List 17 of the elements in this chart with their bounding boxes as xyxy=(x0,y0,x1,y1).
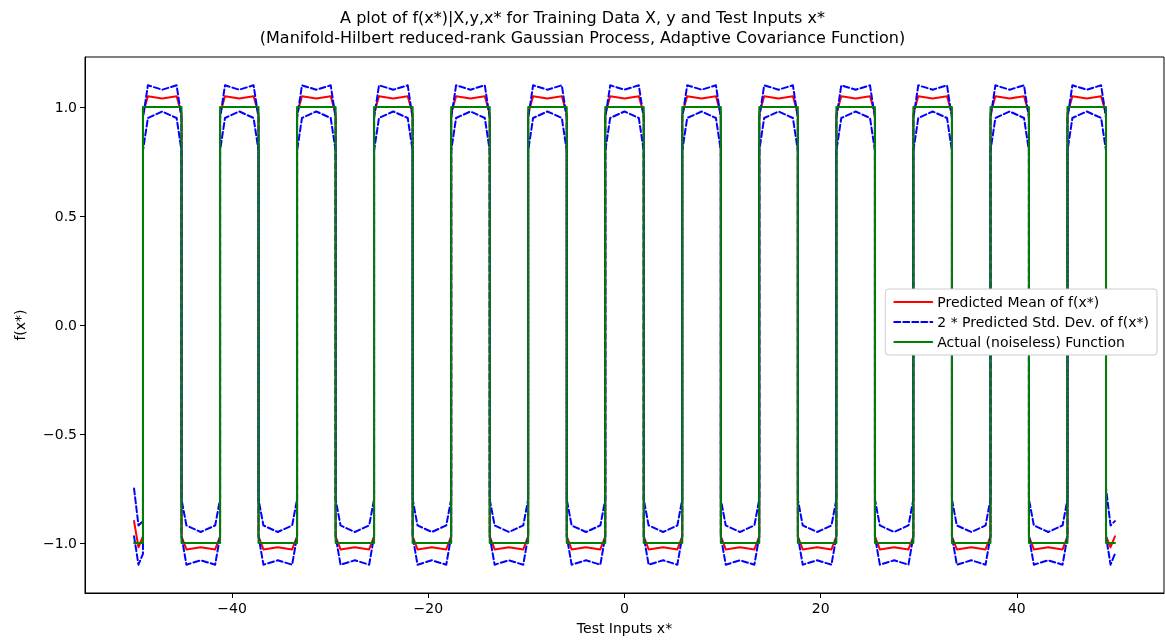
y-tick-label: −0.5 xyxy=(43,425,77,442)
y-tick-label: 0.0 xyxy=(54,317,77,333)
legend-label: Predicted Mean of f(x*) xyxy=(937,294,1100,310)
x-tick-label: −40 xyxy=(217,600,247,616)
y-tick-label: 0.5 xyxy=(54,208,77,225)
x-axis-title: Test Inputs x* xyxy=(575,620,673,636)
x-tick-label: −20 xyxy=(413,600,444,616)
x-tick-label: 40 xyxy=(1007,600,1026,616)
y-tick-label: −1.0 xyxy=(43,534,77,551)
y-axis-title: f(x*) xyxy=(12,309,28,341)
legend-label: 2 * Predicted Std. Dev. of f(x*) xyxy=(937,314,1149,330)
x-tick-label: 0 xyxy=(620,600,629,616)
chart-subtitle: (Manifold-Hilbert reduced-rank Gaussian Process, Adaptive Covariance Function) xyxy=(259,27,906,47)
y-tick-label: 1.0 xyxy=(54,99,77,116)
x-tick-label: 20 xyxy=(811,600,830,616)
legend-label: Actual (noiseless) Function xyxy=(937,334,1125,350)
chart-title: A plot of f(x*)|X,y,x* for Training Data X, y and Test Inputs x* xyxy=(340,7,825,27)
